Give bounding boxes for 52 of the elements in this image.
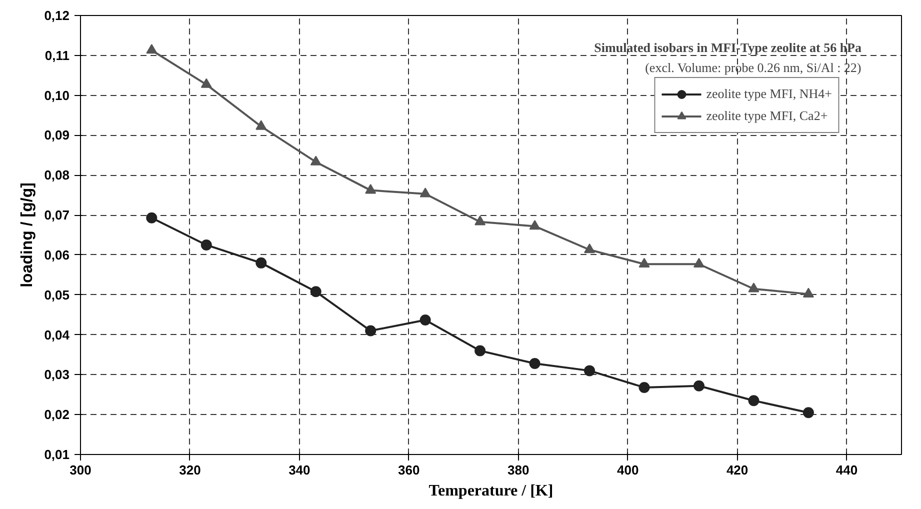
y-tick-label: 0,08 <box>44 168 70 183</box>
legend-label: zeolite type MFI, NH4+ <box>706 86 832 102</box>
y-tick-label: 0,11 <box>44 48 70 63</box>
x-tick-label: 300 <box>70 462 92 478</box>
x-tick-label: 320 <box>179 462 201 478</box>
y-tick-label: 0,01 <box>44 447 70 462</box>
y-tick-label: 0,03 <box>44 367 70 382</box>
point <box>638 258 650 268</box>
y-tick-label: 0,05 <box>44 287 70 302</box>
x-axis-title: Temperature / [K] <box>428 482 554 500</box>
x-tick-label: 440 <box>836 462 858 478</box>
point <box>420 314 431 326</box>
point <box>365 184 376 194</box>
point <box>638 382 650 393</box>
y-tick-label: 0,04 <box>44 327 70 342</box>
y-tick-label: 0,12 <box>44 8 70 23</box>
point <box>529 220 540 230</box>
y-axis-title: loading / [g/g] <box>19 182 36 288</box>
point <box>310 286 322 298</box>
legend-label: zeolite type MFI, Ca2+ <box>706 108 828 124</box>
point <box>802 407 814 418</box>
y-tick-label: 0,02 <box>44 407 70 422</box>
x-tick-label: 340 <box>288 462 310 478</box>
x-tick-label: 360 <box>398 462 420 478</box>
annotation: (excl. Volume: probe 0.26 nm, Si/Al : 22) <box>645 60 862 75</box>
point <box>200 78 212 88</box>
point <box>256 120 267 130</box>
point <box>748 395 760 406</box>
point <box>693 258 704 268</box>
point <box>474 345 486 356</box>
point <box>420 188 431 198</box>
point <box>256 257 267 268</box>
x-tick-label: 400 <box>616 462 639 478</box>
legend-title: Simulated isobars in MFI-Type zeolite at 56 hPa <box>594 40 862 56</box>
point <box>365 325 376 336</box>
y-tick-label: 0,10 <box>44 88 70 103</box>
point <box>693 380 704 392</box>
x-tick-label: 380 <box>508 462 530 478</box>
point <box>584 243 596 254</box>
point <box>146 44 158 54</box>
point <box>748 282 760 292</box>
point <box>584 365 596 376</box>
point <box>529 358 540 369</box>
y-tick-label: 0,09 <box>44 128 70 143</box>
y-tick-label: 0,06 <box>44 247 70 262</box>
point <box>310 156 322 166</box>
point <box>474 216 486 226</box>
point <box>802 288 814 298</box>
y-tick-label: 0,07 <box>44 208 70 223</box>
point <box>200 239 212 250</box>
point <box>146 212 158 224</box>
x-tick-label: 420 <box>726 462 748 478</box>
